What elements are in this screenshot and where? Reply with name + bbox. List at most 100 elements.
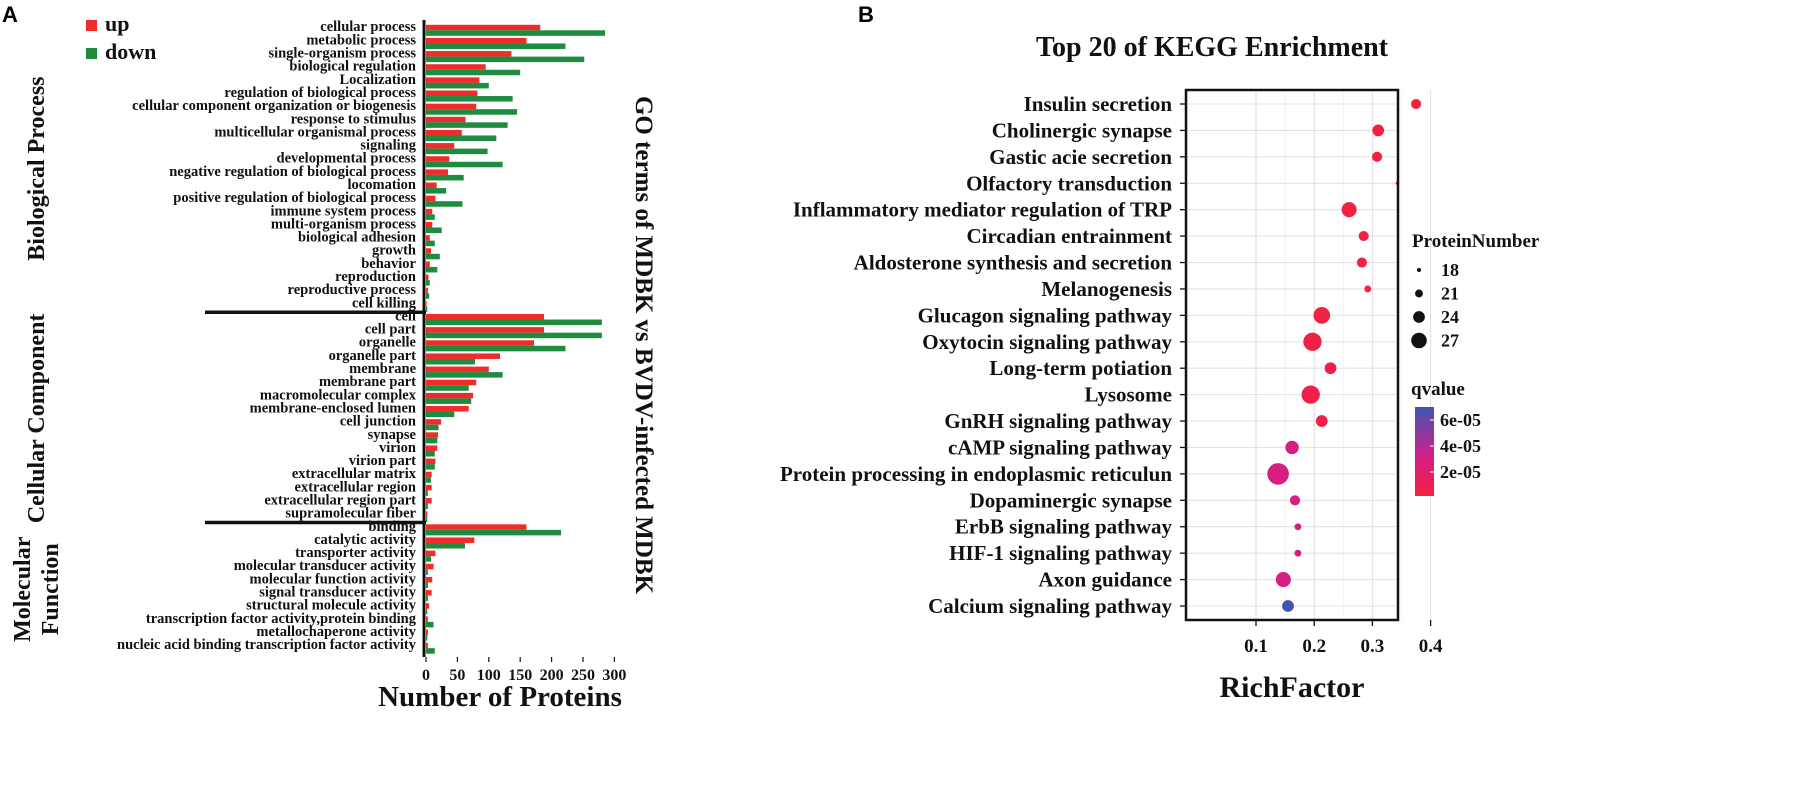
go-term-label: membrane [349,361,416,377]
ontology-group-label: Cellular Component [24,314,50,524]
bar-up [426,327,545,333]
bar-down [426,188,447,194]
x-tick-label: 0.4 [1419,636,1443,657]
kegg-point [1303,332,1322,351]
go-term-label: cellular component organization or bioge… [132,98,416,114]
bar-up [426,300,427,307]
bar-up [426,458,436,465]
bar-down [426,621,434,628]
go-term-label: biological adhesion [298,230,416,246]
go-term-label: locomation [348,177,416,193]
pathway-label: Gastic acie secretion [989,145,1172,169]
size-legend-dot [1415,289,1423,298]
bar-down [426,214,435,220]
bar-down [426,293,430,299]
pathway-label: HIF-1 signaling pathway [949,541,1172,565]
bar-up [426,576,433,583]
go-term-label: regulation of biological process [224,85,416,101]
x-tick-label: 250 [571,667,595,684]
go-term-label: virion part [349,453,416,469]
size-legend-label: 21 [1441,284,1459,304]
pathway-label: Inflammatory mediator regulation of TRP [793,198,1172,222]
bar-down [426,542,465,549]
go-term-label: reproduction [335,269,416,285]
bar-down [426,569,428,575]
go-term-label: supramolecular fiber [285,506,416,522]
go-term-label: behavior [361,256,416,272]
bar-down [426,450,435,457]
bar-down [426,306,428,312]
pathway-label: Axon guidance [1038,568,1172,592]
bar-down [426,82,489,89]
kegg-point [1289,495,1301,506]
kegg-point [1364,285,1372,293]
go-term-label: transporter activity [295,545,417,561]
bar-down [426,529,562,536]
bar-down [426,437,438,444]
kegg-point [1371,151,1383,162]
go-term-label: positive regulation of biological proces… [173,190,416,206]
bar-down [426,56,585,63]
go-chart-title: GO terms of MDBK vs BVDV-infected MDBK [630,96,657,595]
bar-down [426,30,605,36]
bar-up [426,419,442,425]
pathway-label: Calcium signaling pathway [928,594,1172,618]
x-tick-label: 50 [449,667,465,684]
bar-up [426,261,430,267]
go-term-label: cellular process [320,19,416,35]
bar-down [426,556,432,562]
go-term-label: transcription factor activity,protein bi… [146,611,417,627]
pathway-label: Melanogenesis [1041,277,1172,301]
kegg-plot-frame [1184,88,1400,622]
bar-down [426,266,438,273]
x-tick-label: 150 [508,667,532,684]
kegg-point [1285,440,1299,455]
bar-up [426,524,527,530]
size-legend-dot [1413,311,1425,323]
go-term-label: extracellular region [295,479,416,495]
go-term-label: Localization [339,72,416,88]
go-term-label: multi-organism process [271,216,416,232]
bar-up [426,406,469,412]
go-term-label: cell killing [352,295,417,311]
bar-down [426,477,432,483]
kegg-point [1294,549,1302,557]
bar-up [426,616,428,622]
go-x-axis-label: Number of Proteins [378,681,622,713]
bar-up [426,287,428,294]
pathway-label: Long-term potiation [989,356,1172,380]
go-term-label: developmental process [277,151,417,167]
bar-up [426,208,433,215]
go-term-label: membrane-enclosed lumen [250,400,416,416]
bar-up [426,24,541,31]
bar-up [426,445,438,451]
qvalue-legend: qvalue 6e-05 4e-05 2e-05 [1411,379,1481,496]
go-term-label: macromolecular complex [260,387,417,403]
bar-up [426,169,448,175]
bar-up [426,77,480,83]
go-term-label: synapse [368,427,417,443]
go-term-label: cell part [365,322,416,338]
x-tick-label: 0 [422,667,430,684]
go-term-label: catalytic activity [314,532,417,548]
size-legend-title: ProteinNumber [1412,231,1540,252]
kegg-point [1267,463,1289,485]
go-term-label: extracellular matrix [292,466,417,482]
bar-down [426,648,435,654]
color-legend-title: qvalue [1411,379,1465,400]
bar-down [426,280,430,286]
bar-down [426,227,442,234]
bar-down [426,332,602,339]
bar-up [426,195,436,202]
bar-down [426,398,472,404]
go-term-label: single-organism process [268,46,416,62]
legend-label-up: up [105,11,129,36]
x-tick-label: 0.3 [1361,636,1385,657]
bar-up [426,103,477,110]
bar-up [426,340,535,346]
colorbar-tick-label: 2e-05 [1440,462,1481,482]
bar-up [426,182,437,189]
go-term-label: virion [379,440,416,456]
size-legend-label: 27 [1441,331,1459,351]
